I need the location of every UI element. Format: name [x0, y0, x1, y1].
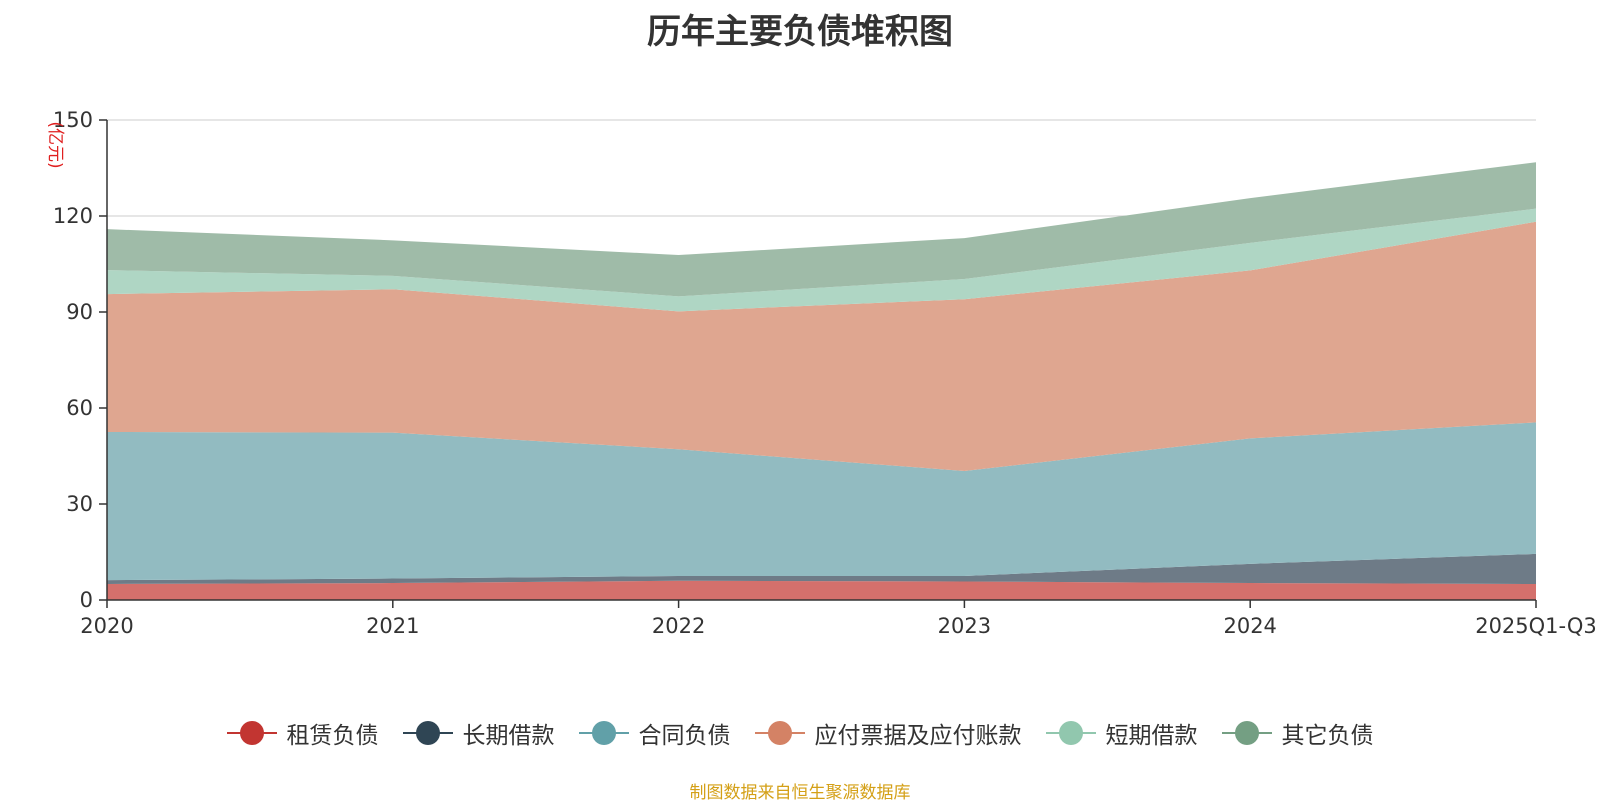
y-tick-label: 150 — [53, 108, 93, 132]
area-series-1 — [107, 580, 1536, 600]
legend-label: 租赁负债 — [286, 723, 379, 749]
legend-swatch-icon — [578, 721, 629, 745]
y-tick-label: 120 — [53, 204, 93, 228]
chart-title: 历年主要负债堆积图 — [647, 12, 953, 52]
legend-swatch-icon — [1045, 721, 1096, 745]
x-tick-label: 2022 — [652, 614, 705, 638]
area-series-5 — [107, 208, 1536, 312]
legend-label: 应付票据及应付账款 — [814, 723, 1022, 749]
x-tick-label: 2025Q1-Q3 — [1475, 614, 1597, 638]
legend-label: 合同负债 — [638, 723, 731, 749]
x-tick-label: 2021 — [366, 614, 419, 638]
legend-item-4[interactable]: 应付票据及应付账款 — [754, 716, 1022, 750]
axes: 0 30 60 90 120 150 2020 2021 2022 2023 2024 2025Q1-… — [53, 108, 1597, 638]
area-series-3 — [107, 422, 1536, 581]
source-note: 制图数据来自恒生聚源数据库 — [689, 783, 911, 803]
legend-label: 短期借款 — [1105, 723, 1198, 749]
area-series-4 — [107, 221, 1536, 472]
y-tick-label: 30 — [66, 492, 93, 516]
y-tick-label: 60 — [66, 396, 93, 420]
area-series-group — [107, 162, 1536, 600]
x-tick-label: 2020 — [80, 614, 133, 638]
legend-item-5[interactable]: 短期借款 — [1045, 716, 1198, 750]
legend-label: 其它负债 — [1281, 723, 1374, 749]
legend-item-2[interactable]: 长期借款 — [402, 716, 555, 750]
x-tick-label: 2024 — [1223, 614, 1276, 638]
legend-swatch-icon — [1221, 721, 1272, 745]
area-series-2 — [107, 553, 1536, 584]
y-tick-label: 90 — [66, 300, 93, 324]
legend-item-3[interactable]: 合同负债 — [578, 716, 731, 750]
area-series-6 — [107, 162, 1536, 297]
y-tick-label: 0 — [80, 588, 93, 612]
legend-swatch-icon — [754, 721, 805, 745]
legend-item-1[interactable]: 租赁负债 — [226, 716, 379, 750]
legend-swatch-icon — [226, 721, 277, 745]
legend: 租赁负债 长期借款 合同负债 应付票据及应付账款 短期借款 其它负债 — [0, 716, 1600, 750]
legend-label: 长期借款 — [462, 723, 555, 749]
legend-item-6[interactable]: 其它负债 — [1221, 716, 1374, 750]
x-tick-label: 2023 — [938, 614, 991, 638]
legend-swatch-icon — [402, 721, 453, 745]
y-axis-unit-label: (亿元) — [45, 121, 65, 168]
